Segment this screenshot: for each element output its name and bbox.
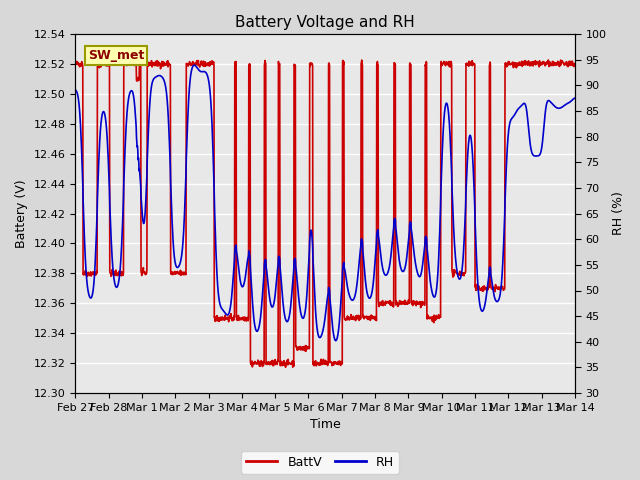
BattV	[150, 61, 157, 67]
Y-axis label: Battery (V): Battery (V)	[15, 179, 28, 248]
BattV	[565, 60, 573, 66]
BattV	[571, 63, 579, 69]
RH	[72, 87, 79, 93]
Line: RH: RH	[76, 65, 575, 341]
RH	[150, 76, 157, 82]
RH	[332, 338, 340, 344]
RH	[565, 100, 573, 106]
RH	[516, 104, 524, 109]
Title: Battery Voltage and RH: Battery Voltage and RH	[236, 15, 415, 30]
BattV	[130, 57, 138, 63]
Legend: BattV, RH: BattV, RH	[241, 451, 399, 474]
BattV	[516, 62, 524, 68]
Line: BattV: BattV	[76, 60, 575, 367]
BattV	[444, 61, 451, 67]
RH	[571, 95, 579, 101]
RH	[190, 62, 198, 68]
RH	[444, 101, 451, 107]
BattV	[282, 364, 289, 370]
RH	[312, 312, 320, 318]
BattV	[72, 60, 79, 66]
BattV	[303, 346, 310, 351]
Y-axis label: RH (%): RH (%)	[612, 192, 625, 236]
Text: SW_met: SW_met	[88, 49, 144, 62]
RH	[303, 297, 310, 303]
X-axis label: Time: Time	[310, 419, 340, 432]
BattV	[312, 363, 320, 369]
